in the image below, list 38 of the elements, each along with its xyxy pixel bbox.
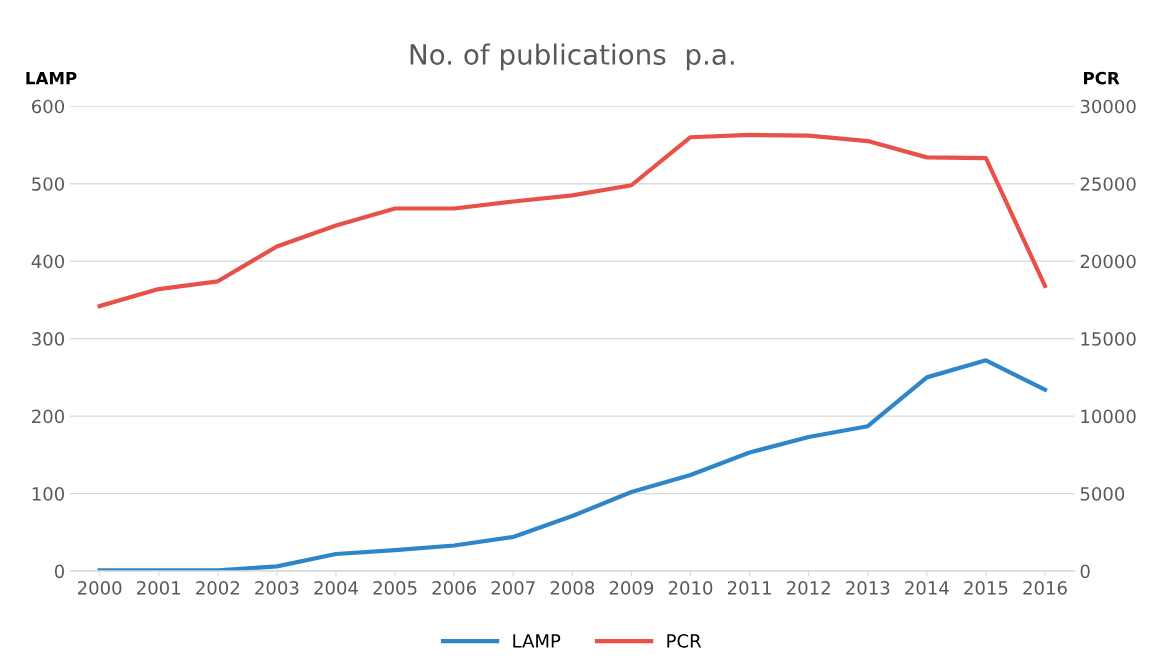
y-tick-label: 100 (32, 487, 65, 501)
y2-tick-label: 25000 (1080, 177, 1136, 191)
x-tick-label: 2005 (373, 581, 417, 595)
x-tick-label: 2006 (432, 581, 476, 595)
y2-tick-label: 10000 (1081, 409, 1136, 424)
x-tick-label: 2009 (609, 581, 654, 595)
y2-tick-label: 30000 (1080, 99, 1136, 114)
y2-axis-title: PCR (1084, 71, 1120, 85)
y-tick-label: 200 (32, 409, 65, 424)
y2-tick-label: 0 (1080, 564, 1090, 579)
x-tick-label: 2001 (137, 581, 181, 595)
legend-label: LAMP (513, 634, 561, 648)
x-tick-label: 2014 (905, 581, 949, 595)
y-tick-label: 0 (54, 564, 65, 579)
y2-tick-label: 15000 (1081, 332, 1136, 346)
x-tick-label: 2004 (314, 581, 358, 595)
x-tick-label: 2008 (550, 581, 595, 595)
y-axis-title: LAMP (26, 72, 77, 85)
x-tick-label: 2015 (964, 581, 1008, 595)
line-series (97, 358, 1048, 572)
x-tick-label: 2012 (787, 581, 830, 595)
y-tick-label: 400 (31, 254, 65, 269)
y-tick-label: 300 (32, 332, 65, 346)
x-tick-label: 2011 (727, 581, 771, 595)
x-tick-label: 2003 (255, 581, 299, 595)
x-tick-label: 2010 (668, 581, 713, 595)
legend-label: PCR (667, 634, 702, 648)
line-series (97, 132, 1048, 309)
x-tick-label: 2000 (77, 581, 122, 595)
x-tick-label: 2013 (846, 581, 890, 595)
y-tick-label: 600 (32, 99, 65, 114)
chart-title: No. of publications p.a. (410, 43, 734, 71)
x-tick-label: 2002 (196, 581, 239, 595)
x-tick-label: 2016 (1023, 581, 1067, 595)
y2-tick-label: 20000 (1080, 254, 1136, 269)
y2-tick-label: 5000 (1080, 487, 1125, 501)
y-tick-label: 500 (32, 177, 65, 191)
x-tick-label: 2007 (491, 581, 535, 595)
